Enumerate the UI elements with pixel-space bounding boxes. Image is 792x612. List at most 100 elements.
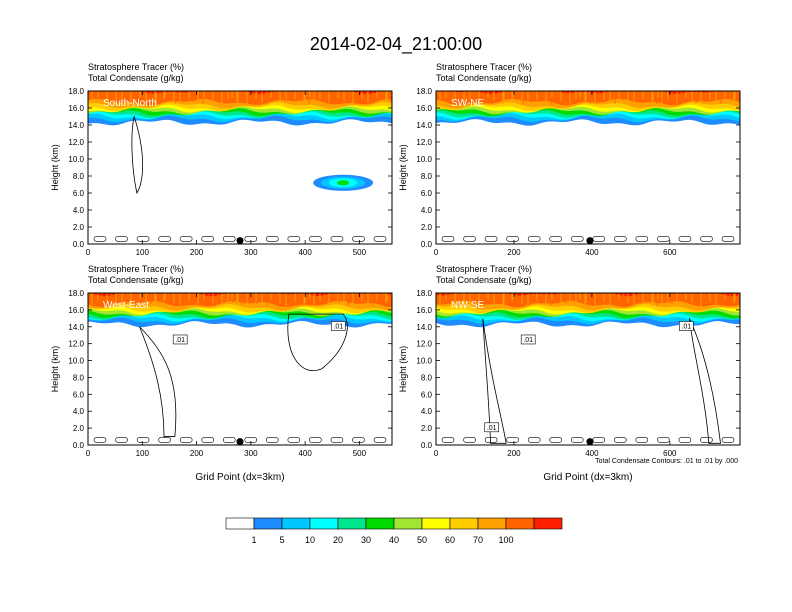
condensate-contour (352, 236, 365, 242)
x-tick-label: 0 (434, 248, 439, 257)
tracer-field (436, 293, 740, 328)
x-tick-label: 100 (136, 248, 150, 257)
panel-name: NW-SE (451, 300, 484, 311)
colorbar-swatch (505, 517, 535, 530)
condensate-contour (482, 318, 507, 444)
x-tick-label: 100 (136, 449, 150, 458)
condensate-contour (527, 236, 541, 242)
y-tick-label: 2.0 (421, 223, 433, 232)
condensate-contour (614, 236, 627, 242)
y-tick-label: 2.0 (73, 424, 85, 433)
contour-label-box (520, 334, 536, 345)
x-tick-label: 400 (585, 449, 599, 458)
y-tick-label: 6.0 (73, 189, 85, 198)
condensate-contour (700, 437, 713, 443)
condensate-contour (678, 437, 692, 443)
condensate-contour (678, 236, 692, 242)
y-tick-label: 0.0 (73, 240, 85, 249)
condensate-contour (222, 236, 236, 242)
condensate-contour (688, 318, 721, 444)
y-tick-label: 12.0 (68, 138, 84, 147)
panel-title-condensate: Total Condensate (g/kg) (436, 275, 532, 285)
condensate-contour (657, 437, 670, 443)
colorbar: 1 5 10 20 30 40 50 60 70 100 (225, 517, 563, 545)
x-axis-label: Grid Point (dx=3km) (195, 472, 284, 483)
condensate-contour (201, 437, 214, 443)
panel-title-tracer: Stratosphere Tracer (%) (436, 62, 532, 72)
colorbar-swatch (225, 517, 255, 530)
y-tick-label: 16.0 (68, 104, 84, 113)
condensate-contour (614, 437, 627, 443)
tracer-field (88, 293, 392, 328)
y-tick-label: 16.0 (68, 306, 84, 315)
x-tick-label: 300 (244, 449, 258, 458)
colorbar-swatch (309, 517, 339, 530)
condensate-contour (527, 437, 541, 443)
y-tick-label: 18.0 (416, 87, 432, 96)
condensate-contour (93, 437, 107, 443)
y-tick-label: 2.0 (421, 424, 433, 433)
condensate-contour (201, 236, 214, 242)
colorbar-tick-label: 40 (389, 535, 399, 545)
x-tick-label: 0 (434, 449, 439, 458)
panel-title-tracer: Stratosphere Tracer (%) (436, 264, 532, 274)
contour-label: .01 (175, 337, 185, 344)
condensate-contour (657, 236, 670, 242)
plot-frame (435, 292, 741, 446)
location-marker (236, 438, 244, 446)
panel-name: South-North (103, 98, 157, 109)
colorbar-swatch (281, 517, 311, 530)
condensate-contour (484, 236, 498, 242)
y-tick-label: 14.0 (68, 323, 84, 332)
panel-nw-se: .01 .01 .01 0.0 2.0 4.0 6.0 8.0 10.0 12.0 14.0 16.0… (398, 264, 741, 483)
x-tick-label: 400 (298, 248, 312, 257)
x-tick-label: 200 (507, 248, 521, 257)
condensate-contour (158, 437, 171, 443)
y-tick-label: 0.0 (421, 441, 433, 450)
x-tick-label: 600 (663, 248, 677, 257)
y-tick-label: 10.0 (68, 357, 84, 366)
panel-name: West-East (103, 300, 149, 311)
condensate-contour (506, 236, 519, 242)
condensate-contour (309, 437, 322, 443)
condensate-contour (93, 236, 107, 242)
y-axis-label: Height (km) (50, 144, 60, 191)
condensate-contour (549, 437, 562, 443)
condensate-contour (309, 236, 322, 242)
condensate-contour (352, 437, 365, 443)
x-axis-label: Grid Point (dx=3km) (543, 472, 632, 483)
x-tick-label: 600 (663, 449, 677, 458)
y-tick-label: 14.0 (68, 121, 84, 130)
y-tick-label: 10.0 (416, 357, 432, 366)
y-tick-label: 4.0 (421, 206, 433, 215)
condensate-contour (549, 236, 562, 242)
contour-label: .01 (681, 323, 691, 330)
plot-frame (435, 90, 741, 245)
colorbar-swatch (337, 517, 367, 530)
y-tick-label: 6.0 (421, 390, 433, 399)
panel-west-east: .01 .01 0.0 2.0 4.0 6.0 8.0 10.0 12.0 14.0 16.0 18.… (50, 264, 393, 483)
panel-title-tracer: Stratosphere Tracer (%) (88, 264, 184, 274)
y-axis-label: Height (km) (398, 346, 408, 393)
y-tick-label: 16.0 (416, 104, 432, 113)
condensate-contour (330, 236, 344, 242)
colorbar-swatch (393, 517, 423, 530)
condensate-contour (266, 437, 279, 443)
x-tick-label: 300 (244, 248, 258, 257)
panel-sw-ne: 0.0 2.0 4.0 6.0 8.0 10.0 12.0 14.0 16.0 18.0 0 200 4… (398, 62, 741, 257)
colorbar-swatch (477, 517, 507, 530)
colorbar-swatch (253, 517, 283, 530)
condensate-contour (330, 437, 344, 443)
y-tick-label: 14.0 (416, 323, 432, 332)
condensate-contour (700, 236, 713, 242)
condensate-contour (222, 437, 236, 443)
condensate-contour (131, 114, 144, 195)
colorbar-swatch (533, 517, 563, 530)
y-tick-label: 4.0 (73, 206, 85, 215)
condensate-contour (287, 437, 301, 443)
contour-label-box (484, 422, 500, 433)
x-tick-label: 400 (585, 248, 599, 257)
y-tick-label: 4.0 (73, 407, 85, 416)
colorbar-swatch (449, 517, 479, 530)
y-tick-label: 18.0 (416, 289, 432, 298)
